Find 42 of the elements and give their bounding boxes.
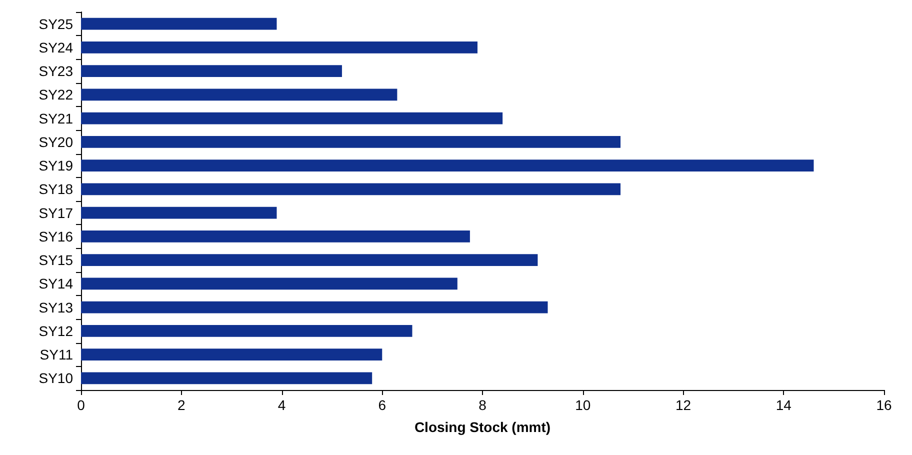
bar [81,160,814,172]
y-tick-label: SY15 [38,252,74,268]
y-tick-label: SY24 [38,39,74,56]
bar [81,88,398,101]
bar [81,325,412,337]
y-tick-label: SY11 [40,346,74,363]
x-tick-label: 14 [776,397,792,413]
y-tick-label: SY12 [38,322,74,339]
y-tick-label: SY19 [38,158,74,174]
y-tick-label: SY20 [38,134,74,150]
bar [81,206,277,219]
y-tick-label: SY17 [38,204,74,221]
y-tick-label: SY23 [38,63,74,80]
bar [81,18,277,30]
bar [81,65,342,77]
x-tick-label: 0 [77,397,86,413]
y-tick-label: SY13 [38,299,74,316]
x-axis-title: Closing Stock (mmt) [414,419,551,435]
x-tick-label: 16 [876,397,892,413]
x-tick-label: 6 [378,397,386,413]
y-tick-label: SY18 [38,181,74,198]
x-tick-label: 10 [575,397,591,413]
y-tick-label: SY10 [38,370,74,386]
y-tick-label: SY14 [38,276,74,292]
bar [81,183,621,196]
y-tick-label: SY22 [38,86,74,103]
x-tick-label: 8 [478,397,487,413]
y-tick-label: SY21 [38,110,74,126]
bar [81,278,458,290]
x-tick-label: 12 [675,397,692,413]
y-tick-label: SY16 [38,228,74,244]
x-tick-label: 4 [278,397,286,413]
bar [81,254,538,266]
bar [81,348,382,360]
bar [81,136,621,148]
bar [81,372,372,384]
bar [81,301,548,314]
bar [81,230,470,242]
x-tick-label: 2 [177,397,186,413]
bar [81,42,478,54]
bar [81,112,503,124]
y-tick-label: SY25 [38,16,74,32]
